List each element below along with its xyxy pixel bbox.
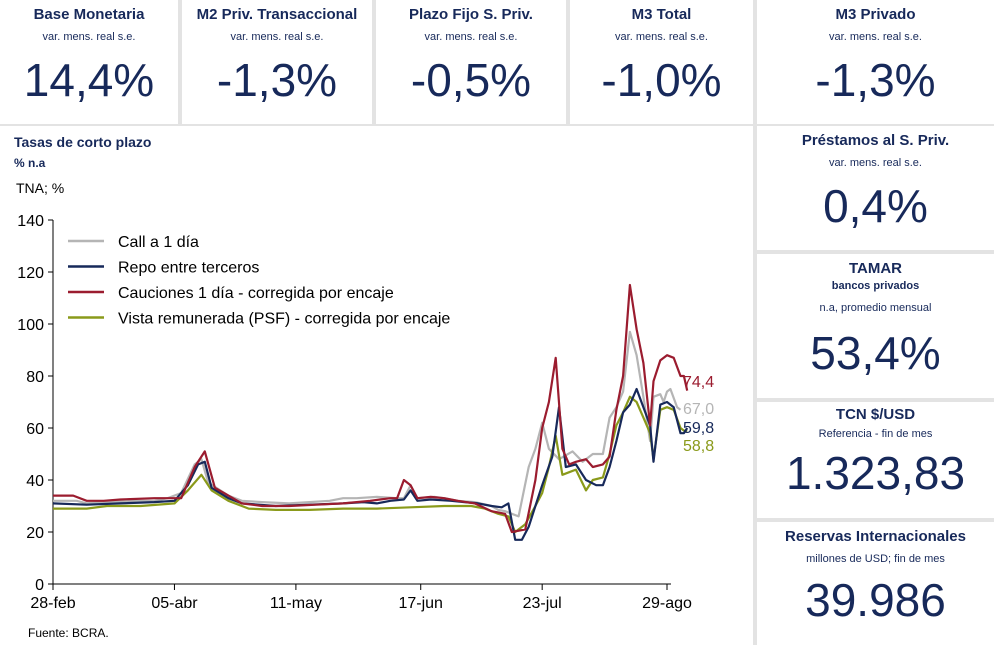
axis-unit: TNA; % [16,180,65,196]
kpi-subtitle: var. mens. real s.e. [829,157,922,169]
kpi-title: M3 Total [631,6,692,23]
y-tick-label: 0 [35,577,44,594]
series-line [53,283,689,534]
kpi-value: -0,5% [410,54,532,106]
kpi-value: 0,4% [823,180,928,232]
kpi-subtitle: var. mens. real s.e. [42,31,136,43]
kpi-value: -1,3% [216,54,338,106]
chart-unit: % n.a [14,156,46,170]
y-tick-label: 120 [17,265,44,282]
y-tick-label: 80 [26,369,44,386]
kpi-m3-total: M3 Total var. mens. real s.e. -1,0% [570,0,753,124]
kpi-title: Reservas Internacionales [785,528,966,545]
legend-label: Call a 1 día [118,234,199,251]
kpi-value: 14,4% [23,54,155,106]
x-tick-label: 05-abr [151,595,198,612]
kpi-subtitle: Referencia - fin de mes [818,428,933,440]
y-tick-label: 140 [17,213,44,230]
kpi-m2-priv: M2 Priv. Transaccional var. mens. real s… [182,0,372,124]
kpi-value: -1,0% [601,54,722,106]
x-tick-label: 28-feb [30,595,75,612]
x-tick-label: 23-jul [523,595,562,612]
kpi-title: TCN $/USD [835,406,916,423]
source-note: Fuente: BCRA. [28,626,109,640]
kpi-tcn: TCN $/USD Referencia - fin de mes 1.323,… [757,402,994,518]
x-tick-label: 17-jun [398,595,442,612]
kpi-value: 53,4% [810,327,941,379]
y-tick-label: 40 [26,473,44,490]
series-end-label: 74,4 [683,374,714,391]
kpi-subtitle: bancos privados [831,280,920,292]
kpi-subtitle: var. mens. real s.e. [230,31,324,43]
y-tick-label: 60 [26,421,44,438]
kpi-subtitle: millones de USD; fin de mes [806,553,945,565]
kpi-title: M2 Priv. Transaccional [196,6,358,23]
kpi-subtitle: var. mens. real s.e. [829,31,922,43]
kpi-reservas: Reservas Internacionales millones de USD… [757,522,994,645]
kpi-subtitle-2: n.a, promedio mensual [819,302,932,314]
kpi-tamar: TAMAR bancos privados n.a, promedio mens… [757,254,994,398]
line-chart: 0 20 40 60 80 100 120 140 28-feb 05-abr 11-may 17-j… [17,213,714,612]
chart-panel: Tasas de corto plazo % n.a TNA; % 0 20 40 6… [0,126,753,645]
kpi-title: Base Monetaria [33,6,145,23]
y-tick-label: 100 [17,317,44,334]
series-end-label: 59,8 [683,420,714,437]
series-line [52,387,689,541]
kpi-title: M3 Privado [835,6,916,23]
kpi-title: TAMAR [848,260,903,277]
kpi-base-monetaria: Base Monetaria var. mens. real s.e. 14,4… [0,0,178,124]
kpi-value: 1.323,83 [785,447,966,499]
kpi-title: Préstamos al S. Priv. [801,132,950,149]
kpi-m3-privado: M3 Privado var. mens. real s.e. -1,3% [757,0,994,124]
x-tick-label: 29-ago [642,595,692,612]
kpi-value: -1,3% [815,54,936,106]
y-tick-label: 20 [26,525,44,542]
kpi-subtitle: var. mens. real s.e. [424,31,518,43]
series-end-label: 67,0 [683,401,714,418]
legend-label: Cauciones 1 día - corregida por encaje [118,285,394,302]
legend-label: Repo entre terceros [118,260,259,277]
chart-title: Tasas de corto plazo [14,134,152,150]
series-line [53,395,688,534]
kpi-plazo-fijo: Plazo Fijo S. Priv. var. mens. real s.e.… [376,0,566,124]
kpi-subtitle: var. mens. real s.e. [615,31,708,43]
kpi-prestamos: Préstamos al S. Priv. var. mens. real s.… [757,126,994,250]
series-end-label: 58,8 [683,438,714,455]
kpi-title: Plazo Fijo S. Priv. [409,6,533,23]
legend-label: Vista remunerada (PSF) - corregida por e… [118,311,450,328]
kpi-value: 39.986 [805,574,946,626]
x-tick-label: 11-may [270,595,322,612]
